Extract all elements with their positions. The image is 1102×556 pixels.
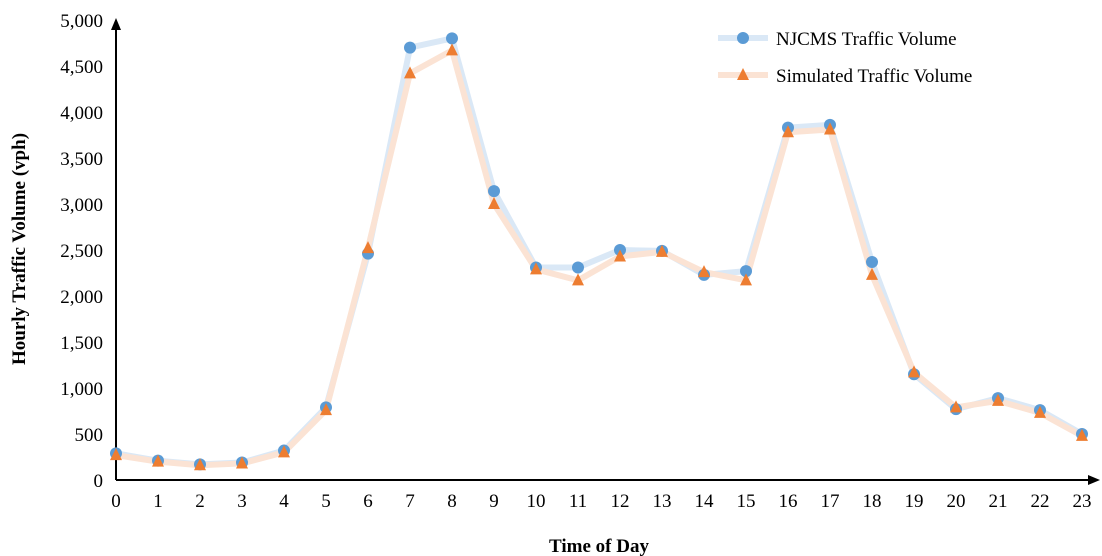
y-tick-label: 4,500 (60, 57, 103, 78)
y-tick-label: 3,500 (60, 149, 103, 170)
x-tick-label: 7 (405, 491, 415, 512)
data-point-simulated (278, 445, 290, 458)
data-point-njcms (488, 185, 500, 198)
x-axis-arrow (1088, 475, 1100, 485)
x-axis (116, 475, 1100, 485)
data-point-simulated (1034, 405, 1046, 418)
data-point-simulated (404, 66, 416, 79)
legend-item-simulated: Simulated Traffic Volume (718, 66, 972, 87)
y-tick-labels: 0 500 1,000 1,500 2,000 2,500 3,000 3,500 4,000 4… (60, 11, 103, 492)
x-tick-label: 17 (821, 491, 840, 512)
data-point-simulated (572, 273, 584, 286)
y-axis-arrow (111, 18, 121, 30)
x-tick-label: 15 (737, 491, 756, 512)
data-point-simulated (824, 122, 836, 135)
series-layer (110, 32, 1088, 471)
data-point-simulated (488, 197, 500, 209)
x-tick-label: 19 (905, 491, 924, 512)
y-tick-label: 500 (75, 425, 104, 446)
x-tick-label: 21 (989, 491, 1008, 512)
data-point-simulated (908, 365, 920, 378)
x-tick-label: 1 (153, 491, 163, 512)
y-axis-title: Hourly Traffic Volume (vph) (9, 133, 30, 365)
x-tick-label: 0 (111, 491, 121, 512)
data-point-simulated (992, 393, 1004, 406)
x-tick-label: 20 (947, 491, 966, 512)
x-tick-label: 4 (279, 491, 289, 512)
data-point-njcms (866, 255, 878, 268)
x-tick-label: 9 (489, 491, 499, 512)
data-point-njcms (740, 265, 752, 278)
y-tick-label: 1,500 (60, 333, 103, 354)
x-tick-label: 10 (527, 491, 546, 512)
x-tick-label: 23 (1073, 491, 1092, 512)
x-tick-labels: 0 1 2 3 4 5 6 7 8 9 10 11 12 13 14 15 16 17 18 19 20 21 22 23 (111, 491, 1091, 512)
data-point-simulated (530, 262, 542, 275)
y-axis (111, 18, 121, 480)
data-point-simulated (698, 265, 710, 278)
data-point-simulated (740, 273, 752, 286)
data-point-simulated (110, 448, 122, 461)
data-point-simulated (950, 400, 962, 413)
data-point-simulated (236, 456, 248, 469)
legend-marker-njcms (737, 32, 749, 44)
x-axis-title: Time of Day (549, 536, 649, 556)
series-line-simulated (113, 47, 1085, 469)
y-tick-label: 2,500 (60, 241, 103, 262)
y-tick-label: 2,000 (60, 287, 103, 308)
data-point-simulated (362, 241, 374, 254)
y-tick-label: 5,000 (60, 11, 103, 32)
legend-label-simulated: Simulated Traffic Volume (776, 66, 972, 87)
x-tick-label: 22 (1031, 491, 1050, 512)
data-point-simulated (866, 267, 878, 280)
data-point-njcms (404, 41, 416, 54)
x-tick-label: 3 (237, 491, 247, 512)
data-point-simulated (152, 454, 164, 467)
data-point-simulated (782, 125, 794, 138)
x-tick-label: 12 (611, 491, 630, 512)
data-point-simulated (1076, 428, 1088, 441)
data-point-njcms (446, 32, 458, 45)
y-tick-label: 0 (94, 471, 104, 492)
x-tick-label: 5 (321, 491, 331, 512)
x-tick-label: 6 (363, 491, 373, 512)
data-point-njcms (572, 261, 584, 274)
x-tick-label: 14 (695, 491, 715, 512)
legend: NJCMS Traffic Volume Simulated Traffic V… (718, 29, 972, 87)
y-tick-label: 4,000 (60, 103, 103, 124)
x-tick-label: 11 (569, 491, 587, 512)
y-tick-label: 3,000 (60, 195, 103, 216)
x-tick-label: 13 (653, 491, 672, 512)
x-tick-label: 18 (863, 491, 882, 512)
legend-item-njcms: NJCMS Traffic Volume (718, 29, 957, 50)
legend-marker-simulated (737, 68, 749, 80)
y-tick-label: 1,000 (60, 379, 103, 400)
data-point-simulated (194, 458, 206, 471)
series-line-njcms (113, 35, 1085, 468)
legend-label-njcms: NJCMS Traffic Volume (776, 29, 957, 50)
x-tick-label: 16 (779, 491, 798, 512)
x-tick-label: 2 (195, 491, 205, 512)
data-point-simulated (320, 403, 332, 416)
data-point-simulated (656, 244, 668, 257)
data-point-simulated (614, 249, 626, 262)
x-tick-label: 8 (447, 491, 457, 512)
data-point-simulated (446, 43, 458, 56)
